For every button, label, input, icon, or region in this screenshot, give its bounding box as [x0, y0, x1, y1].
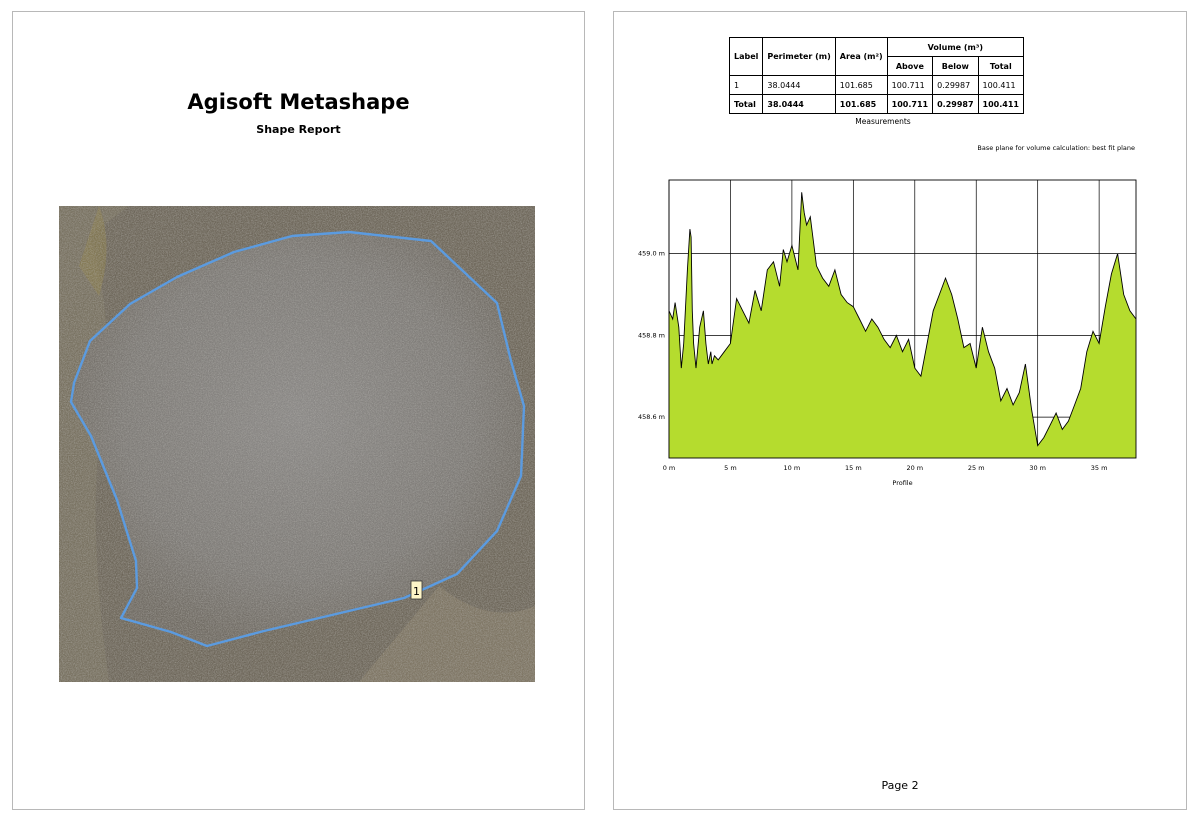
cell-total: 100.411: [977, 75, 1024, 95]
cell-area: 101.685: [834, 94, 888, 114]
orthomosaic-image: 1: [59, 206, 535, 682]
plot-frame: [668, 179, 1137, 459]
report-title: Agisoft Metashape: [187, 90, 410, 114]
x-axis-label: Profile: [892, 479, 912, 487]
cell-label: Total: [728, 94, 764, 114]
cell-perimeter: 38.0444: [762, 94, 836, 114]
report-page-2: Label Perimeter (m) Area (m²) Volume (m³…: [613, 11, 1187, 810]
report-page-1: Agisoft Metashape Shape Report: [12, 11, 585, 810]
shape-marker-label: 1: [413, 585, 420, 598]
x-tick-label: 0 m: [663, 464, 676, 472]
x-tick-label: 10 m: [784, 464, 801, 472]
y-tick-label: 458.6 m: [638, 413, 665, 421]
header-label: Label: [728, 37, 764, 76]
y-tick-label: 459.0 m: [638, 250, 665, 258]
table-row-total: Total 38.0444 101.685 100.711 0.29987 10…: [728, 94, 1024, 114]
shape-map: 1: [59, 206, 535, 682]
header-volume: Volume (m³): [886, 37, 1024, 57]
profile-chart: 0 m 5 m 10 m 15 m 20 m 25 m 30 m 35 m 458.6 m 458…: [638, 179, 1137, 487]
x-tick-label: 15 m: [845, 464, 862, 472]
cell-label: 1: [728, 75, 764, 95]
header-above: Above: [886, 56, 934, 76]
table-row: 1 38.0444 101.685 100.711 0.29987 100.41…: [728, 75, 1024, 95]
profile-area: [669, 192, 1136, 459]
header-area: Area (m²): [834, 37, 888, 76]
header-perimeter: Perimeter (m): [762, 37, 836, 76]
cell-below: 0.29987: [932, 75, 979, 95]
shape-outline[interactable]: [69, 230, 526, 648]
cell-below: 0.29987: [932, 94, 979, 114]
table-caption: Measurements: [855, 117, 911, 126]
page-number: Page 2: [881, 779, 919, 792]
x-tick-label: 5 m: [724, 464, 737, 472]
shape-marker[interactable]: 1: [410, 580, 423, 600]
x-tick-label: 35 m: [1091, 464, 1108, 472]
report-subtitle: Shape Report: [256, 123, 341, 136]
profile-line: [668, 192, 1137, 447]
x-tick-label: 25 m: [968, 464, 985, 472]
cell-total: 100.411: [977, 94, 1024, 114]
cell-above: 100.711: [886, 75, 934, 95]
cell-area: 101.685: [834, 75, 888, 95]
cell-above: 100.711: [886, 94, 934, 114]
base-plane-note: Base plane for volume calculation: best …: [977, 144, 1135, 152]
x-tick-label: 20 m: [906, 464, 923, 472]
measurements-table: Label Perimeter (m) Area (m²) Volume (m³…: [728, 37, 1024, 114]
header-total: Total: [977, 56, 1024, 76]
y-tick-label: 458.8 m: [638, 331, 665, 339]
chart-ticks: 0 m 5 m 10 m 15 m 20 m 25 m 30 m 35 m 458.6 m 458…: [638, 250, 1107, 472]
cell-perimeter: 38.0444: [762, 75, 836, 95]
header-below: Below: [932, 56, 979, 76]
x-tick-label: 30 m: [1029, 464, 1046, 472]
